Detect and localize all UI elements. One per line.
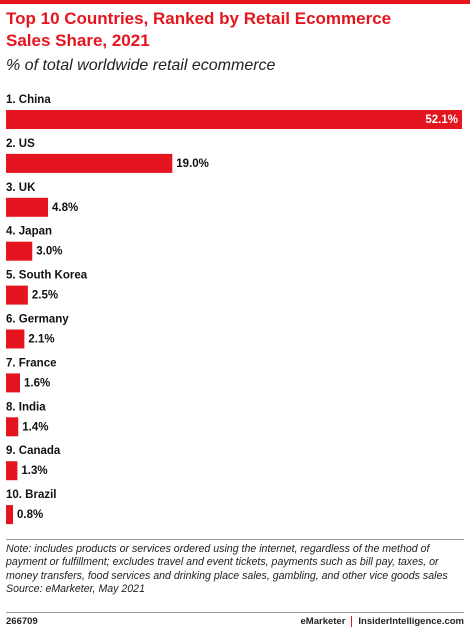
source: Source: eMarketer, May 2021 — [6, 582, 145, 595]
top-rule — [0, 0, 470, 4]
chart-id: 266709 — [6, 616, 38, 627]
category-label: 3. UK — [6, 182, 36, 194]
bar — [6, 461, 18, 481]
brand: eMarketer — [300, 616, 346, 627]
chart: 1. China 52.1% 2. US 19.0% 3. UK 4.8%4. Japan… — [6, 94, 462, 525]
bar — [6, 373, 21, 393]
value-label: 52.1% — [425, 114, 458, 126]
category-label: 6. Germany — [6, 314, 69, 326]
value-label: 3.0% — [36, 246, 62, 258]
value-label: 19.0% — [176, 158, 209, 170]
value-label: 4.8% — [52, 202, 78, 214]
bar — [6, 241, 33, 261]
bar — [6, 197, 49, 217]
category-label: 1. China — [6, 94, 51, 106]
bar — [6, 153, 173, 173]
chart-title: Top 10 Countries, Ranked by Retail Ecomm… — [6, 9, 392, 50]
chart-subtitle: % of total worldwide retail ecommerce — [6, 57, 276, 74]
value-label: 2.5% — [32, 290, 58, 302]
separator — [6, 539, 464, 540]
notes: Note: includes products or services orde… — [6, 543, 464, 596]
footer-brand: eMarketer InsiderIntelligence.com — [301, 616, 464, 627]
note: Note: includes products or services orde… — [6, 543, 448, 582]
value-label: 0.8% — [17, 509, 43, 521]
bar — [6, 329, 25, 349]
category-label: 5. South Korea — [6, 270, 88, 282]
category-label: 8. India — [6, 401, 46, 413]
category-label: 9. Canada — [6, 445, 61, 457]
value-label: 1.4% — [22, 421, 48, 433]
footer-rule — [6, 612, 464, 613]
website: InsiderIntelligence.com — [358, 616, 464, 627]
bar — [6, 505, 14, 525]
bar — [6, 285, 28, 305]
value-label: 1.3% — [21, 465, 47, 477]
bar — [6, 110, 462, 129]
category-label: 7. France — [6, 357, 57, 369]
value-label: 2.1% — [28, 334, 54, 346]
brand-separator — [351, 616, 353, 627]
category-label: 10. Brazil — [6, 489, 57, 501]
category-label: 4. Japan — [6, 226, 52, 238]
category-label: 2. US — [6, 138, 35, 150]
bar — [6, 417, 19, 437]
value-label: 1.6% — [24, 377, 50, 389]
